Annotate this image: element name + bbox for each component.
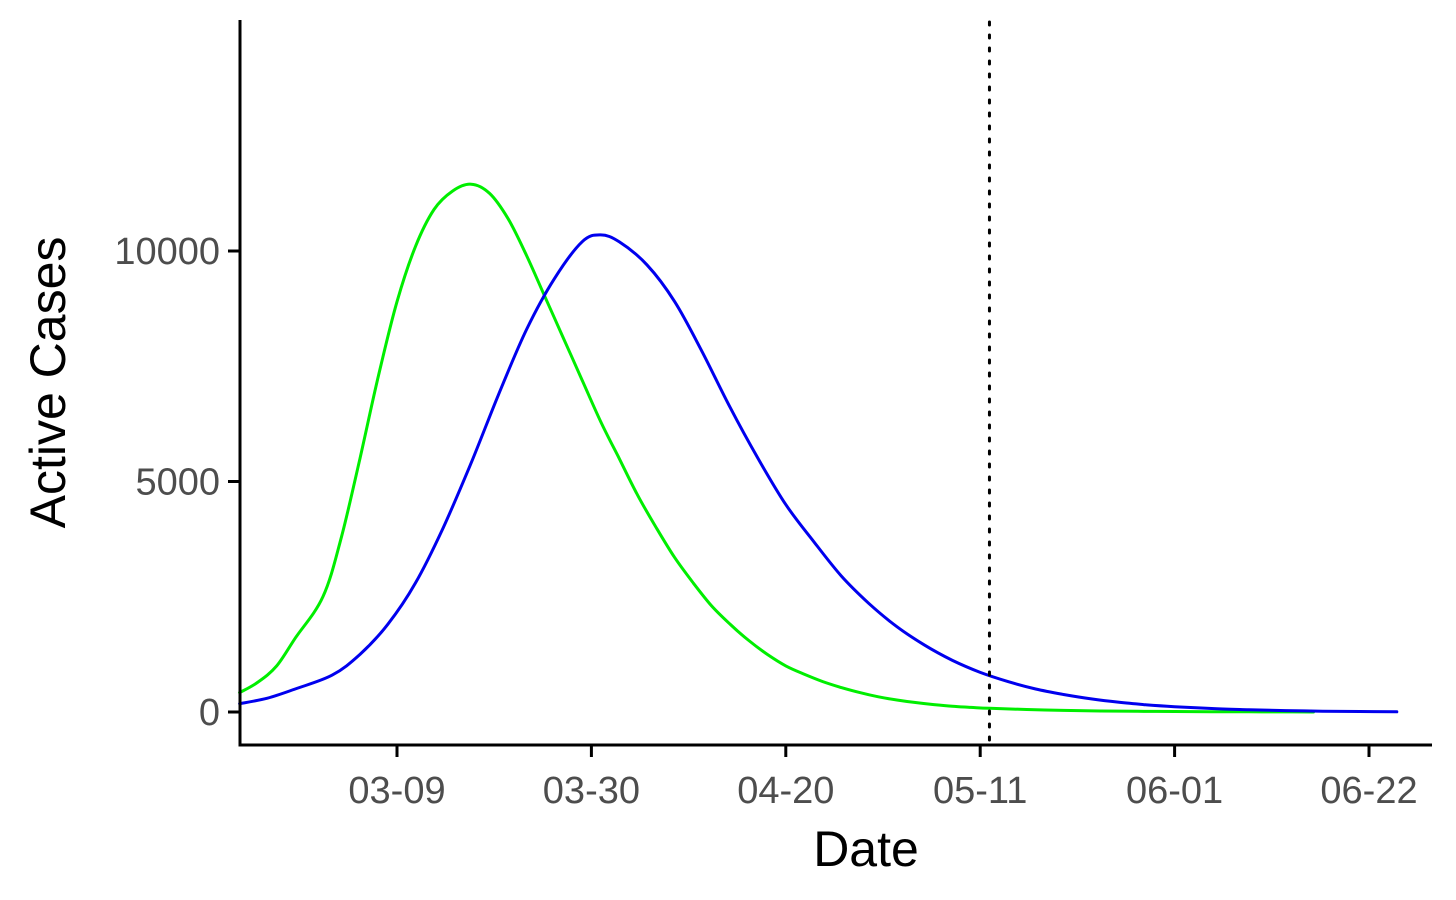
y-axis-title: Active Cases xyxy=(20,237,76,529)
x-axis-title: Date xyxy=(813,821,919,877)
y-axis-ticks: 0 5000 10000 xyxy=(114,231,240,734)
x-tick-label: 06-01 xyxy=(1126,770,1223,812)
blue-series-line xyxy=(238,233,1399,714)
x-tick-label: 04-20 xyxy=(737,770,834,812)
x-tick-label: 06-22 xyxy=(1320,770,1417,812)
x-tick-label: 03-30 xyxy=(543,770,640,812)
x-tick-label: 03-09 xyxy=(348,770,445,812)
series-layer xyxy=(238,182,1399,714)
x-tick-label: 05-11 xyxy=(933,770,1027,812)
y-tick-label: 5000 xyxy=(135,462,220,504)
x-axis-ticks: 03-09 03-30 04-20 05-11 06-01 06-22 xyxy=(348,745,1418,812)
y-tick-label: 10000 xyxy=(114,231,220,273)
green-series-line xyxy=(238,182,1315,714)
y-tick-label: 0 xyxy=(199,692,220,734)
